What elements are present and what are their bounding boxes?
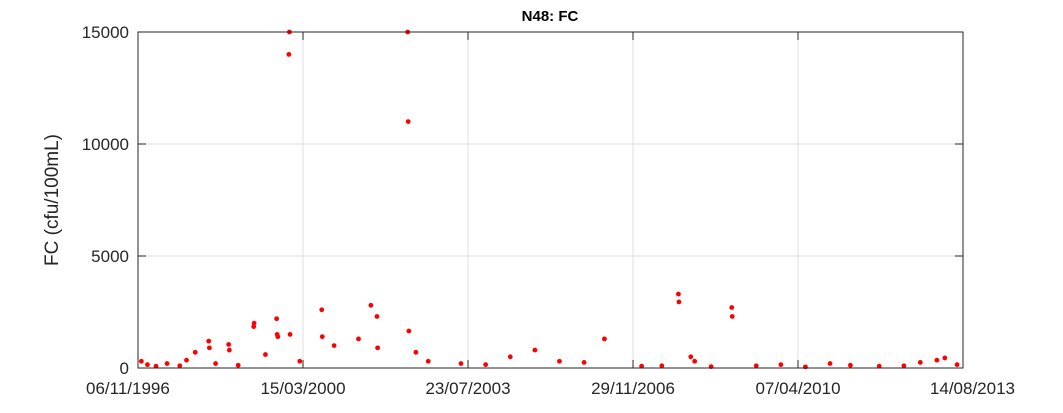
data-point <box>934 357 940 363</box>
data-point <box>659 363 665 369</box>
data-point <box>164 361 170 366</box>
data-point <box>901 363 907 369</box>
y-tick-label: 10000 <box>82 135 129 154</box>
data-point <box>287 332 293 337</box>
data-point <box>692 358 698 364</box>
y-tick-label: 15000 <box>82 23 129 42</box>
data-point <box>942 355 948 361</box>
data-point <box>138 358 144 364</box>
data-point <box>275 334 281 340</box>
y-tick-label: 0 <box>120 359 129 378</box>
data-point <box>206 345 212 351</box>
data-point <box>827 361 833 366</box>
data-point <box>729 314 735 319</box>
data-point <box>532 347 538 353</box>
x-axis-ticks: 06/11/1996 15/03/2000 23/07/2003 29/11/2006… <box>86 32 1015 398</box>
data-point <box>639 363 645 369</box>
data-point <box>425 358 431 364</box>
data-point <box>507 354 513 360</box>
data-point <box>319 307 325 313</box>
data-point <box>331 343 337 348</box>
data-point <box>847 362 853 368</box>
data-point <box>753 363 759 369</box>
chart-title: N48: FC <box>522 8 579 25</box>
data-point <box>286 52 292 57</box>
x-tick-label: 29/11/2006 <box>591 379 675 398</box>
data-point <box>206 338 212 344</box>
data-point <box>876 363 882 369</box>
data-point <box>405 119 411 124</box>
data-point <box>213 361 218 366</box>
data-point <box>483 362 489 368</box>
data-point <box>251 320 257 326</box>
data-point <box>374 314 380 319</box>
data-point <box>581 360 587 365</box>
data-point <box>153 363 159 369</box>
plot-background <box>138 32 963 368</box>
data-point <box>356 336 361 342</box>
data-point <box>375 345 381 351</box>
data-point <box>729 305 735 310</box>
data-point <box>557 358 562 364</box>
x-tick-label: 07/04/2010 <box>755 379 840 398</box>
y-tick-label: 5000 <box>91 247 129 266</box>
data-point <box>602 336 607 342</box>
data-point <box>413 349 419 355</box>
y-axis-ticks: 0 5000 10000 15000 <box>82 23 963 378</box>
data-point <box>954 362 960 368</box>
data-point <box>177 363 183 369</box>
data-point <box>226 347 232 353</box>
data-point <box>688 354 694 360</box>
data-point <box>406 328 412 334</box>
x-tick-label: 14/08/2013 <box>930 379 1015 398</box>
axes-box <box>137 31 964 369</box>
data-point <box>458 361 464 366</box>
data-point <box>778 362 784 368</box>
data-point <box>226 342 232 347</box>
data-point <box>368 302 374 308</box>
data-point <box>917 360 923 365</box>
data-point <box>803 364 808 370</box>
data-point <box>676 299 682 305</box>
x-tick-label: 06/11/1996 <box>86 379 170 398</box>
data-point <box>675 291 681 297</box>
data-point <box>319 334 325 340</box>
data-point <box>184 357 189 363</box>
data-point <box>263 352 268 357</box>
x-tick-label: 23/07/2003 <box>425 379 510 398</box>
data-point <box>145 362 150 368</box>
data-point <box>235 362 241 368</box>
y-axis-label: FC (cfu/100mL) <box>42 134 63 266</box>
data-point <box>274 316 279 322</box>
data-point <box>297 358 303 364</box>
data-point <box>192 349 198 355</box>
x-tick-label: 15/03/2000 <box>260 379 345 398</box>
